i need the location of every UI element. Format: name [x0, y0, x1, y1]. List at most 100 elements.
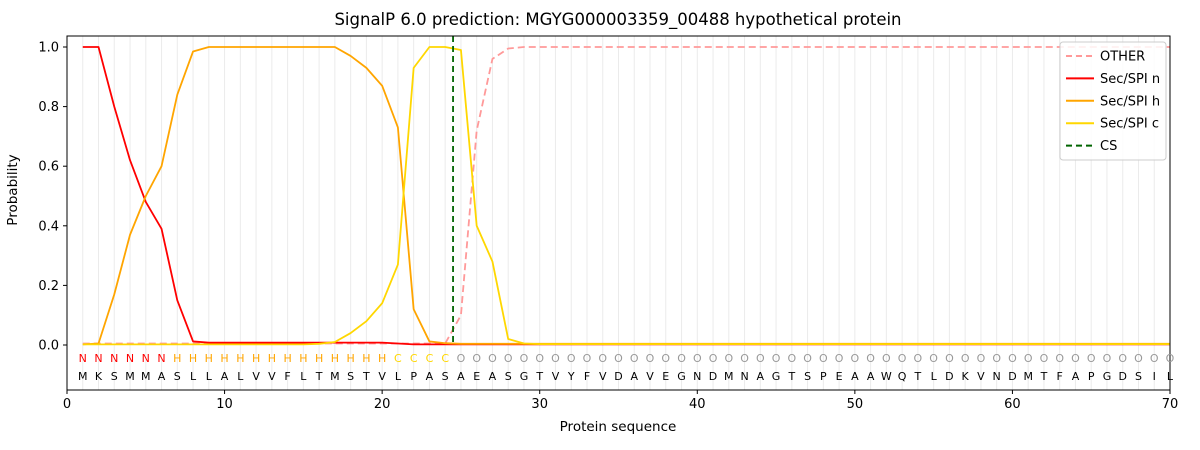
sequence-letter: T [362, 370, 370, 383]
region-letter: O [787, 352, 796, 365]
region-letter: O [677, 352, 686, 365]
sequence-letter: T [535, 370, 543, 383]
sequence-letter: L [300, 370, 307, 383]
sequence-letter: I [1153, 370, 1156, 383]
region-letter: O [1008, 352, 1017, 365]
region-letter: H [283, 352, 291, 365]
sequence-letter: M [125, 370, 135, 383]
sequence-letter: A [489, 370, 497, 383]
sequence-letter: A [867, 370, 875, 383]
sequence-letter: M [78, 370, 88, 383]
region-letter: O [551, 352, 560, 365]
sequence-letter: E [836, 370, 843, 383]
sequence-letter: Y [567, 370, 575, 383]
sequence-letter: D [1008, 370, 1016, 383]
sequence-letter: A [757, 370, 765, 383]
sequence-letter: V [977, 370, 985, 383]
sequence-letter: F [284, 370, 290, 383]
region-letter: O [583, 352, 592, 365]
sequence-letter: G [677, 370, 686, 383]
region-letter: O [977, 352, 986, 365]
region-letter: O [598, 352, 607, 365]
x-tick-label: 20 [374, 397, 391, 412]
sequence-letter: P [410, 370, 417, 383]
y-tick-label: 1.0 [38, 41, 59, 56]
region-letter: H [189, 352, 197, 365]
region-letter: N [126, 352, 134, 365]
region-letter: H [378, 352, 386, 365]
sequence-letter: S [347, 370, 354, 383]
region-letter: O [630, 352, 639, 365]
sequence-letter: T [315, 370, 323, 383]
sequence-letter: T [914, 370, 922, 383]
region-letter: O [898, 352, 907, 365]
sequence-letter: L [190, 370, 197, 383]
region-letter: H [299, 352, 307, 365]
sequence-letter: D [1118, 370, 1126, 383]
y-tick-label: 0.4 [38, 219, 59, 234]
sequence-letter: P [820, 370, 827, 383]
sequence-letter: G [772, 370, 781, 383]
region-letter: H [331, 352, 339, 365]
legend-label-sec-spi-h: Sec/SPI h [1100, 94, 1160, 109]
region-letter: H [252, 352, 260, 365]
region-letter: N [110, 352, 118, 365]
sequence-letter: N [693, 370, 701, 383]
region-letter: O [693, 352, 702, 365]
sequence-letter: P [1088, 370, 1095, 383]
region-letter: H [346, 352, 354, 365]
sequence-letter: T [1040, 370, 1048, 383]
region-letter: O [1087, 352, 1096, 365]
x-tick-label: 50 [847, 397, 864, 412]
region-letter: O [1024, 352, 1033, 365]
region-letter: C [410, 352, 418, 365]
series-sec-spi-n [82, 46, 1170, 346]
sequence-letter: V [599, 370, 607, 383]
sequence-letter: S [505, 370, 512, 383]
sequence-letter: N [993, 370, 1001, 383]
region-letter: H [315, 352, 323, 365]
region-letter: O [1071, 352, 1080, 365]
region-letter: H [268, 352, 276, 365]
region-letter: O [914, 352, 923, 365]
region-letter: O [709, 352, 718, 365]
region-letter: O [929, 352, 938, 365]
sequence-letter: E [473, 370, 480, 383]
sequence-letter: K [962, 370, 970, 383]
sequence-letter: V [646, 370, 654, 383]
legend-label-sec-spi-n: Sec/SPI n [1100, 72, 1160, 87]
region-letter: O [567, 352, 576, 365]
sequence-letter: L [1167, 370, 1174, 383]
plot-border [66, 35, 1171, 391]
sequence-letter: A [457, 370, 465, 383]
region-letter: C [394, 352, 402, 365]
sequence-letter: G [1103, 370, 1112, 383]
sequence-letter: S [804, 370, 811, 383]
series-sec-spi-c [82, 46, 1170, 346]
region-letter: O [851, 352, 860, 365]
region-letter: O [457, 352, 466, 365]
sequence-letter: V [552, 370, 560, 383]
region-letter: O [504, 352, 513, 365]
region-letter: O [724, 352, 733, 365]
region-letter: O [661, 352, 670, 365]
region-letter: O [1118, 352, 1127, 365]
sequence-letter: L [237, 370, 244, 383]
sequence-letter: A [1072, 370, 1080, 383]
region-letter: O [756, 352, 765, 365]
sequence-letter: V [268, 370, 276, 383]
x-tick-label: 40 [689, 397, 706, 412]
x-axis-label: Protein sequence [560, 419, 677, 435]
y-tick-label: 0.6 [38, 160, 59, 175]
region-letter: O [819, 352, 828, 365]
sequence-letter: S [442, 370, 449, 383]
sequence-letter: T [787, 370, 795, 383]
sequence-letter: D [945, 370, 953, 383]
series-sec-spi-h [82, 46, 1170, 346]
region-letter: O [472, 352, 481, 365]
legend-label-other: OTHER [1100, 50, 1145, 65]
region-letter: O [1103, 352, 1112, 365]
region-letter: H [362, 352, 370, 365]
